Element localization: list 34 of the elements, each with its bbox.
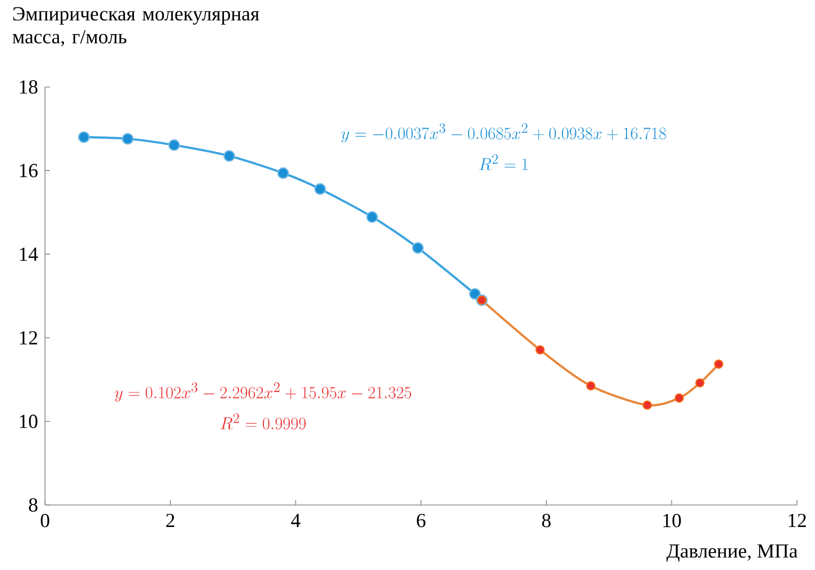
point: [314, 183, 326, 195]
point: [366, 211, 378, 223]
point: [586, 381, 596, 390]
point: [674, 393, 684, 403]
y-tick-label: 14: [20, 248, 38, 261]
point: [412, 242, 424, 254]
x-tick-label: 10: [663, 514, 681, 528]
annotation: $R^{2} = 0.9999$: [220, 413, 306, 430]
y-tick-label: 10: [20, 414, 38, 428]
point: [223, 150, 236, 162]
x-tick-label: 12: [788, 514, 806, 528]
x-tick-label: 2: [166, 514, 174, 528]
annotation: $y = 0.102x^{3} - 2.2962x^{2} + 15.95x - 21.325$: [114, 382, 412, 402]
y-tick-label: 16: [20, 164, 38, 178]
x-tick-label: 0: [40, 514, 50, 528]
point: [168, 139, 180, 151]
point: [277, 167, 289, 179]
annotation: $R^{2} = 1$: [479, 154, 528, 170]
point: [122, 133, 134, 145]
point: [469, 288, 481, 300]
annotation: $y = -0.0037x^{3} - 0.0685x^{2} + 0.0938x + 16.718$: [341, 123, 666, 143]
point: [642, 400, 652, 410]
y-tick-label: 12: [20, 331, 38, 344]
point: [78, 131, 90, 143]
point: [714, 360, 724, 369]
x-tick-label: 4: [291, 514, 300, 527]
x-tick-label: 6: [416, 514, 426, 528]
x-axis-title: Давление, МПа: [666, 544, 798, 562]
x-tick-label: 8: [542, 514, 551, 528]
y-axis-title: Эмпирическая молекулярная масса, г/моль: [12, 7, 260, 46]
point: [535, 345, 545, 355]
y-tick-label: 18: [20, 80, 38, 94]
point: [695, 378, 704, 388]
y-tick-label: 8: [28, 498, 38, 512]
